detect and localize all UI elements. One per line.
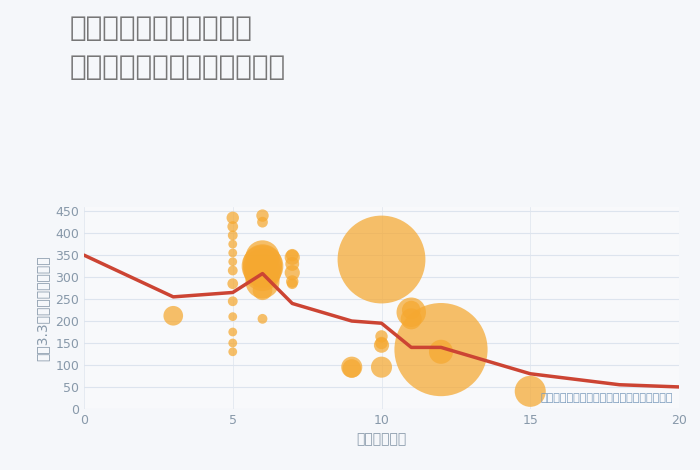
Point: [525, 388, 536, 395]
Point: [257, 265, 268, 272]
Point: [406, 306, 417, 314]
Point: [227, 280, 238, 288]
Point: [257, 287, 268, 294]
Point: [287, 280, 298, 288]
Point: [435, 346, 447, 353]
Point: [435, 348, 447, 355]
Point: [257, 262, 268, 270]
Point: [376, 333, 387, 340]
Point: [346, 363, 357, 371]
Y-axis label: 坪（3.3㎡）単価（万円）: 坪（3.3㎡）単価（万円）: [36, 255, 50, 360]
Point: [287, 269, 298, 276]
Point: [227, 313, 238, 321]
Point: [227, 267, 238, 274]
Point: [406, 308, 417, 316]
Point: [227, 240, 238, 248]
Point: [287, 278, 298, 285]
Text: 東京都世田谷区東玉川の
駅距離別中古マンション価格: 東京都世田谷区東玉川の 駅距離別中古マンション価格: [70, 14, 286, 81]
Point: [257, 212, 268, 219]
Point: [257, 315, 268, 322]
Point: [257, 278, 268, 285]
Point: [287, 253, 298, 261]
Point: [346, 365, 357, 372]
Point: [376, 341, 387, 349]
Point: [227, 258, 238, 266]
Point: [406, 315, 417, 322]
Point: [168, 312, 179, 320]
Text: 円の大きさは、取引のあった物件面積を示す: 円の大きさは、取引のあった物件面積を示す: [540, 393, 673, 403]
Point: [376, 339, 387, 347]
Point: [227, 339, 238, 347]
Point: [287, 260, 298, 268]
Point: [227, 249, 238, 257]
Point: [227, 232, 238, 239]
Point: [287, 251, 298, 259]
Point: [227, 328, 238, 336]
Point: [227, 298, 238, 305]
Point: [257, 260, 268, 268]
Point: [376, 256, 387, 263]
Point: [227, 223, 238, 230]
Point: [257, 253, 268, 261]
Point: [227, 214, 238, 221]
X-axis label: 駅距離（分）: 駅距離（分）: [356, 432, 407, 446]
Point: [257, 269, 268, 276]
Point: [257, 219, 268, 226]
Point: [227, 348, 238, 355]
Point: [376, 363, 387, 371]
